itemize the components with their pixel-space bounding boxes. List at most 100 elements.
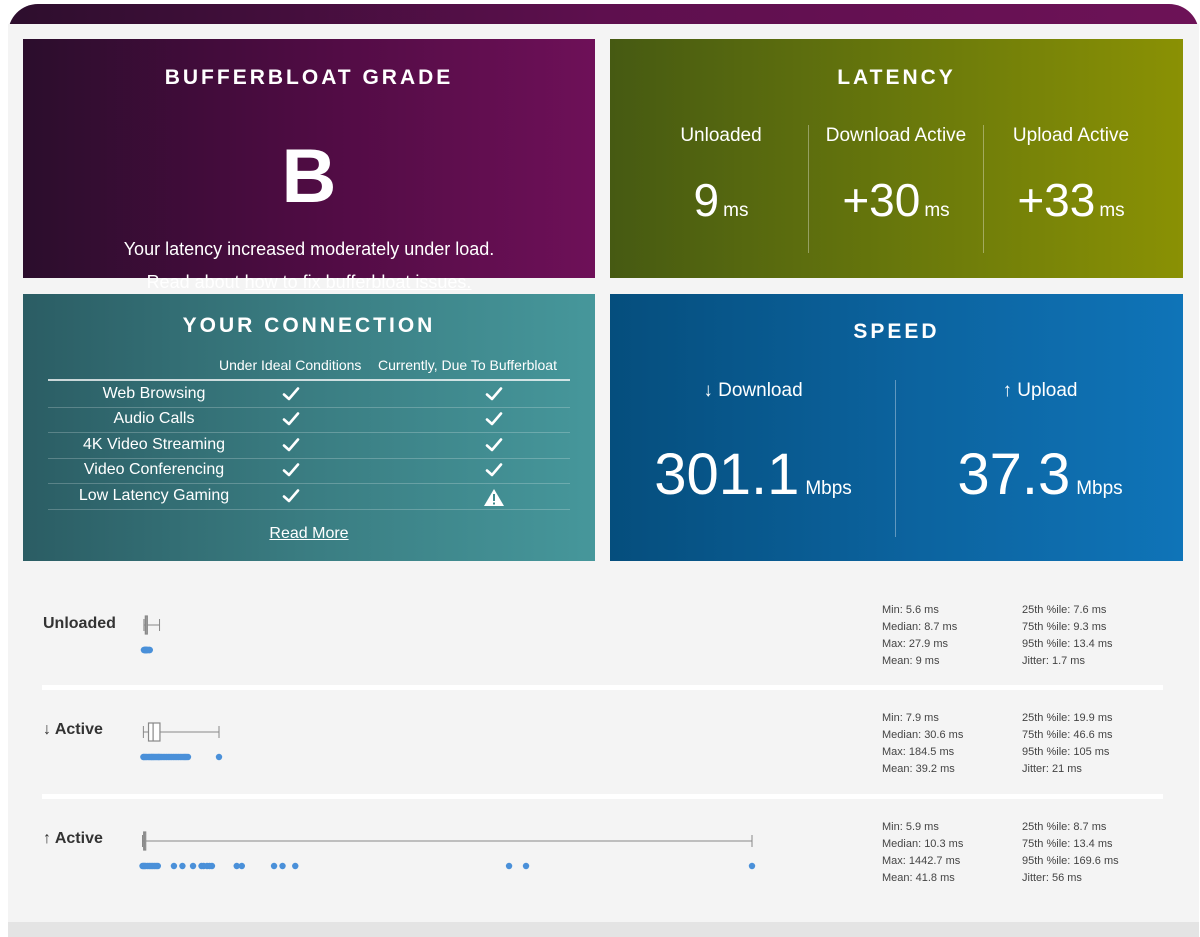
connection-row-name: 4K Video Streaming (82, 435, 225, 453)
check-icon (266, 485, 316, 507)
latency-upload: Upload Active +33 ms (984, 125, 1158, 253)
grade-letter: B (281, 134, 337, 219)
latency-sample-point (184, 753, 192, 761)
stat-jitter: Jitter: 56 ms (1022, 872, 1082, 884)
latency-download-label: Download Active (825, 125, 967, 146)
check-icon (469, 459, 519, 481)
dist-upload-label: ↑ Active (43, 830, 103, 847)
grade-fix-line: Read about how to fix bufferbloat issues… (23, 272, 595, 293)
check-icon (266, 434, 316, 456)
download-stats-left: Min: 7.9 ms Median: 30.6 ms Max: 184.5 m… (882, 710, 963, 778)
stat-jitter: Jitter: 1.7 ms (1022, 655, 1085, 667)
latency-unloaded: Unloaded 9 ms (634, 125, 808, 253)
latency-sample-point (215, 753, 223, 761)
column-ideal-header: Under Ideal Conditions (219, 357, 362, 373)
fix-bufferbloat-link[interactable]: how to fix bufferbloat issues. (244, 272, 472, 292)
stat-max: Max: 1442.7 ms (882, 855, 961, 867)
latency-unloaded-unit: ms (723, 200, 749, 221)
dist-separator (42, 794, 1163, 799)
stat-median: Median: 8.7 ms (882, 621, 958, 633)
latency-sample-point (238, 862, 246, 870)
speed-download-value-wrap: 301.1 Mbps (610, 446, 896, 504)
latency-divider (983, 125, 984, 253)
check-icon (469, 434, 519, 456)
upload-stats-right: 25th %ile: 8.7 ms 75th %ile: 13.4 ms 95t… (1022, 819, 1119, 887)
stat-p95: 95th %ile: 13.4 ms (1022, 638, 1113, 650)
latency-sample-point (208, 862, 216, 870)
unloaded-stats-left: Min: 5.6 ms Median: 8.7 ms Max: 27.9 ms … (882, 602, 957, 670)
upload-stats-left: Min: 5.9 ms Median: 10.3 ms Max: 1442.7 … (882, 819, 963, 887)
latency-sample-point (170, 862, 178, 870)
stat-p75: 75th %ile: 9.3 ms (1022, 621, 1107, 633)
latency-sample-point (748, 862, 756, 870)
latency-divider (808, 125, 809, 253)
stat-p25: 25th %ile: 7.6 ms (1022, 604, 1107, 616)
speed-download-label: ↓ Download (703, 380, 803, 401)
check-icon (266, 459, 316, 481)
your-connection-panel: YOUR CONNECTION Under Ideal Conditions C… (23, 294, 595, 561)
latency-panel: LATENCY Unloaded 9 ms Download Active +30… (610, 39, 1183, 278)
check-icon (469, 408, 519, 430)
stat-mean: Mean: 9 ms (882, 655, 940, 667)
speed-panel: SPEED ↓ Download 301.1 Mbps ↑ Upload 37.3… (610, 294, 1183, 561)
speed-download-value: 301.1 (654, 442, 800, 507)
download-stats-right: 25th %ile: 19.9 ms 75th %ile: 46.6 ms 95… (1022, 710, 1113, 778)
latency-title: LATENCY (837, 66, 956, 89)
stat-median: Median: 10.3 ms (882, 838, 964, 850)
grade-description: Your latency increased moderately under … (123, 239, 495, 259)
grade-fix-prefix: Read about (146, 272, 245, 292)
speed-upload-value-wrap: 37.3 Mbps (897, 446, 1183, 504)
latency-download-value: +30 (842, 174, 921, 226)
latency-upload-unit: ms (1099, 200, 1125, 221)
connection-title: YOUR CONNECTION (182, 314, 436, 337)
speed-download: ↓ Download 301.1 Mbps (610, 380, 896, 504)
connection-row-name: Low Latency Gaming (78, 486, 230, 504)
connection-row-name: Audio Calls (113, 410, 195, 428)
speed-divider (895, 380, 896, 537)
speed-upload-unit: Mbps (1076, 478, 1123, 499)
stat-p25: 25th %ile: 19.9 ms (1022, 712, 1113, 724)
latency-upload-value-wrap: +33 ms (984, 177, 1158, 223)
speed-upload-value: 37.3 (957, 442, 1071, 507)
column-current-header: Currently, Due To Bufferbloat (378, 357, 557, 373)
stat-min: Min: 7.9 ms (882, 712, 939, 724)
connection-header-rule (48, 379, 570, 381)
speed-download-unit: Mbps (805, 478, 852, 499)
latency-upload-label: Upload Active (1012, 125, 1130, 146)
connection-row-name: Video Conferencing (83, 461, 225, 479)
latency-download-value-wrap: +30 ms (809, 177, 983, 223)
read-more-link[interactable]: Read More (269, 525, 349, 542)
stat-jitter: Jitter: 21 ms (1022, 763, 1082, 775)
latency-sample-point (270, 862, 278, 870)
speed-upload: ↑ Upload 37.3 Mbps (897, 380, 1183, 504)
check-icon (266, 408, 316, 430)
latency-sample-point (279, 862, 286, 870)
dist-download-label: ↓ Active (43, 721, 103, 738)
stat-p75: 75th %ile: 13.4 ms (1022, 838, 1113, 850)
stat-p95: 95th %ile: 105 ms (1022, 746, 1110, 758)
stat-min: Min: 5.9 ms (882, 821, 939, 833)
latency-sample-point (179, 862, 186, 870)
unloaded-stats-right: 25th %ile: 7.6 ms 75th %ile: 9.3 ms 95th… (1022, 602, 1113, 670)
connection-row: 4K Video Streaming (48, 433, 570, 459)
footer-strip (8, 922, 1199, 937)
read-more-wrap: Read More (23, 525, 595, 543)
connection-row: Web Browsing (48, 382, 570, 408)
speed-upload-label: ↑ Upload (1002, 380, 1078, 401)
check-icon (266, 383, 316, 405)
latency-download-unit: ms (924, 200, 950, 221)
connection-row: Audio Calls (48, 407, 570, 434)
stat-max: Max: 27.9 ms (882, 638, 949, 650)
dist-separator (42, 685, 1163, 690)
iqr-box (147, 722, 161, 742)
stat-median: Median: 30.6 ms (882, 729, 964, 741)
connection-row-name: Web Browsing (102, 385, 206, 402)
dist-unloaded-label: Unloaded (43, 615, 116, 632)
connection-row: Low Latency Gaming (48, 484, 570, 510)
latency-upload-value: +33 (1017, 174, 1096, 226)
latency-unloaded-label: Unloaded (680, 125, 762, 146)
warning-triangle-icon (469, 485, 519, 510)
latency-sample-point (505, 862, 513, 870)
latency-sample-point (146, 646, 153, 654)
